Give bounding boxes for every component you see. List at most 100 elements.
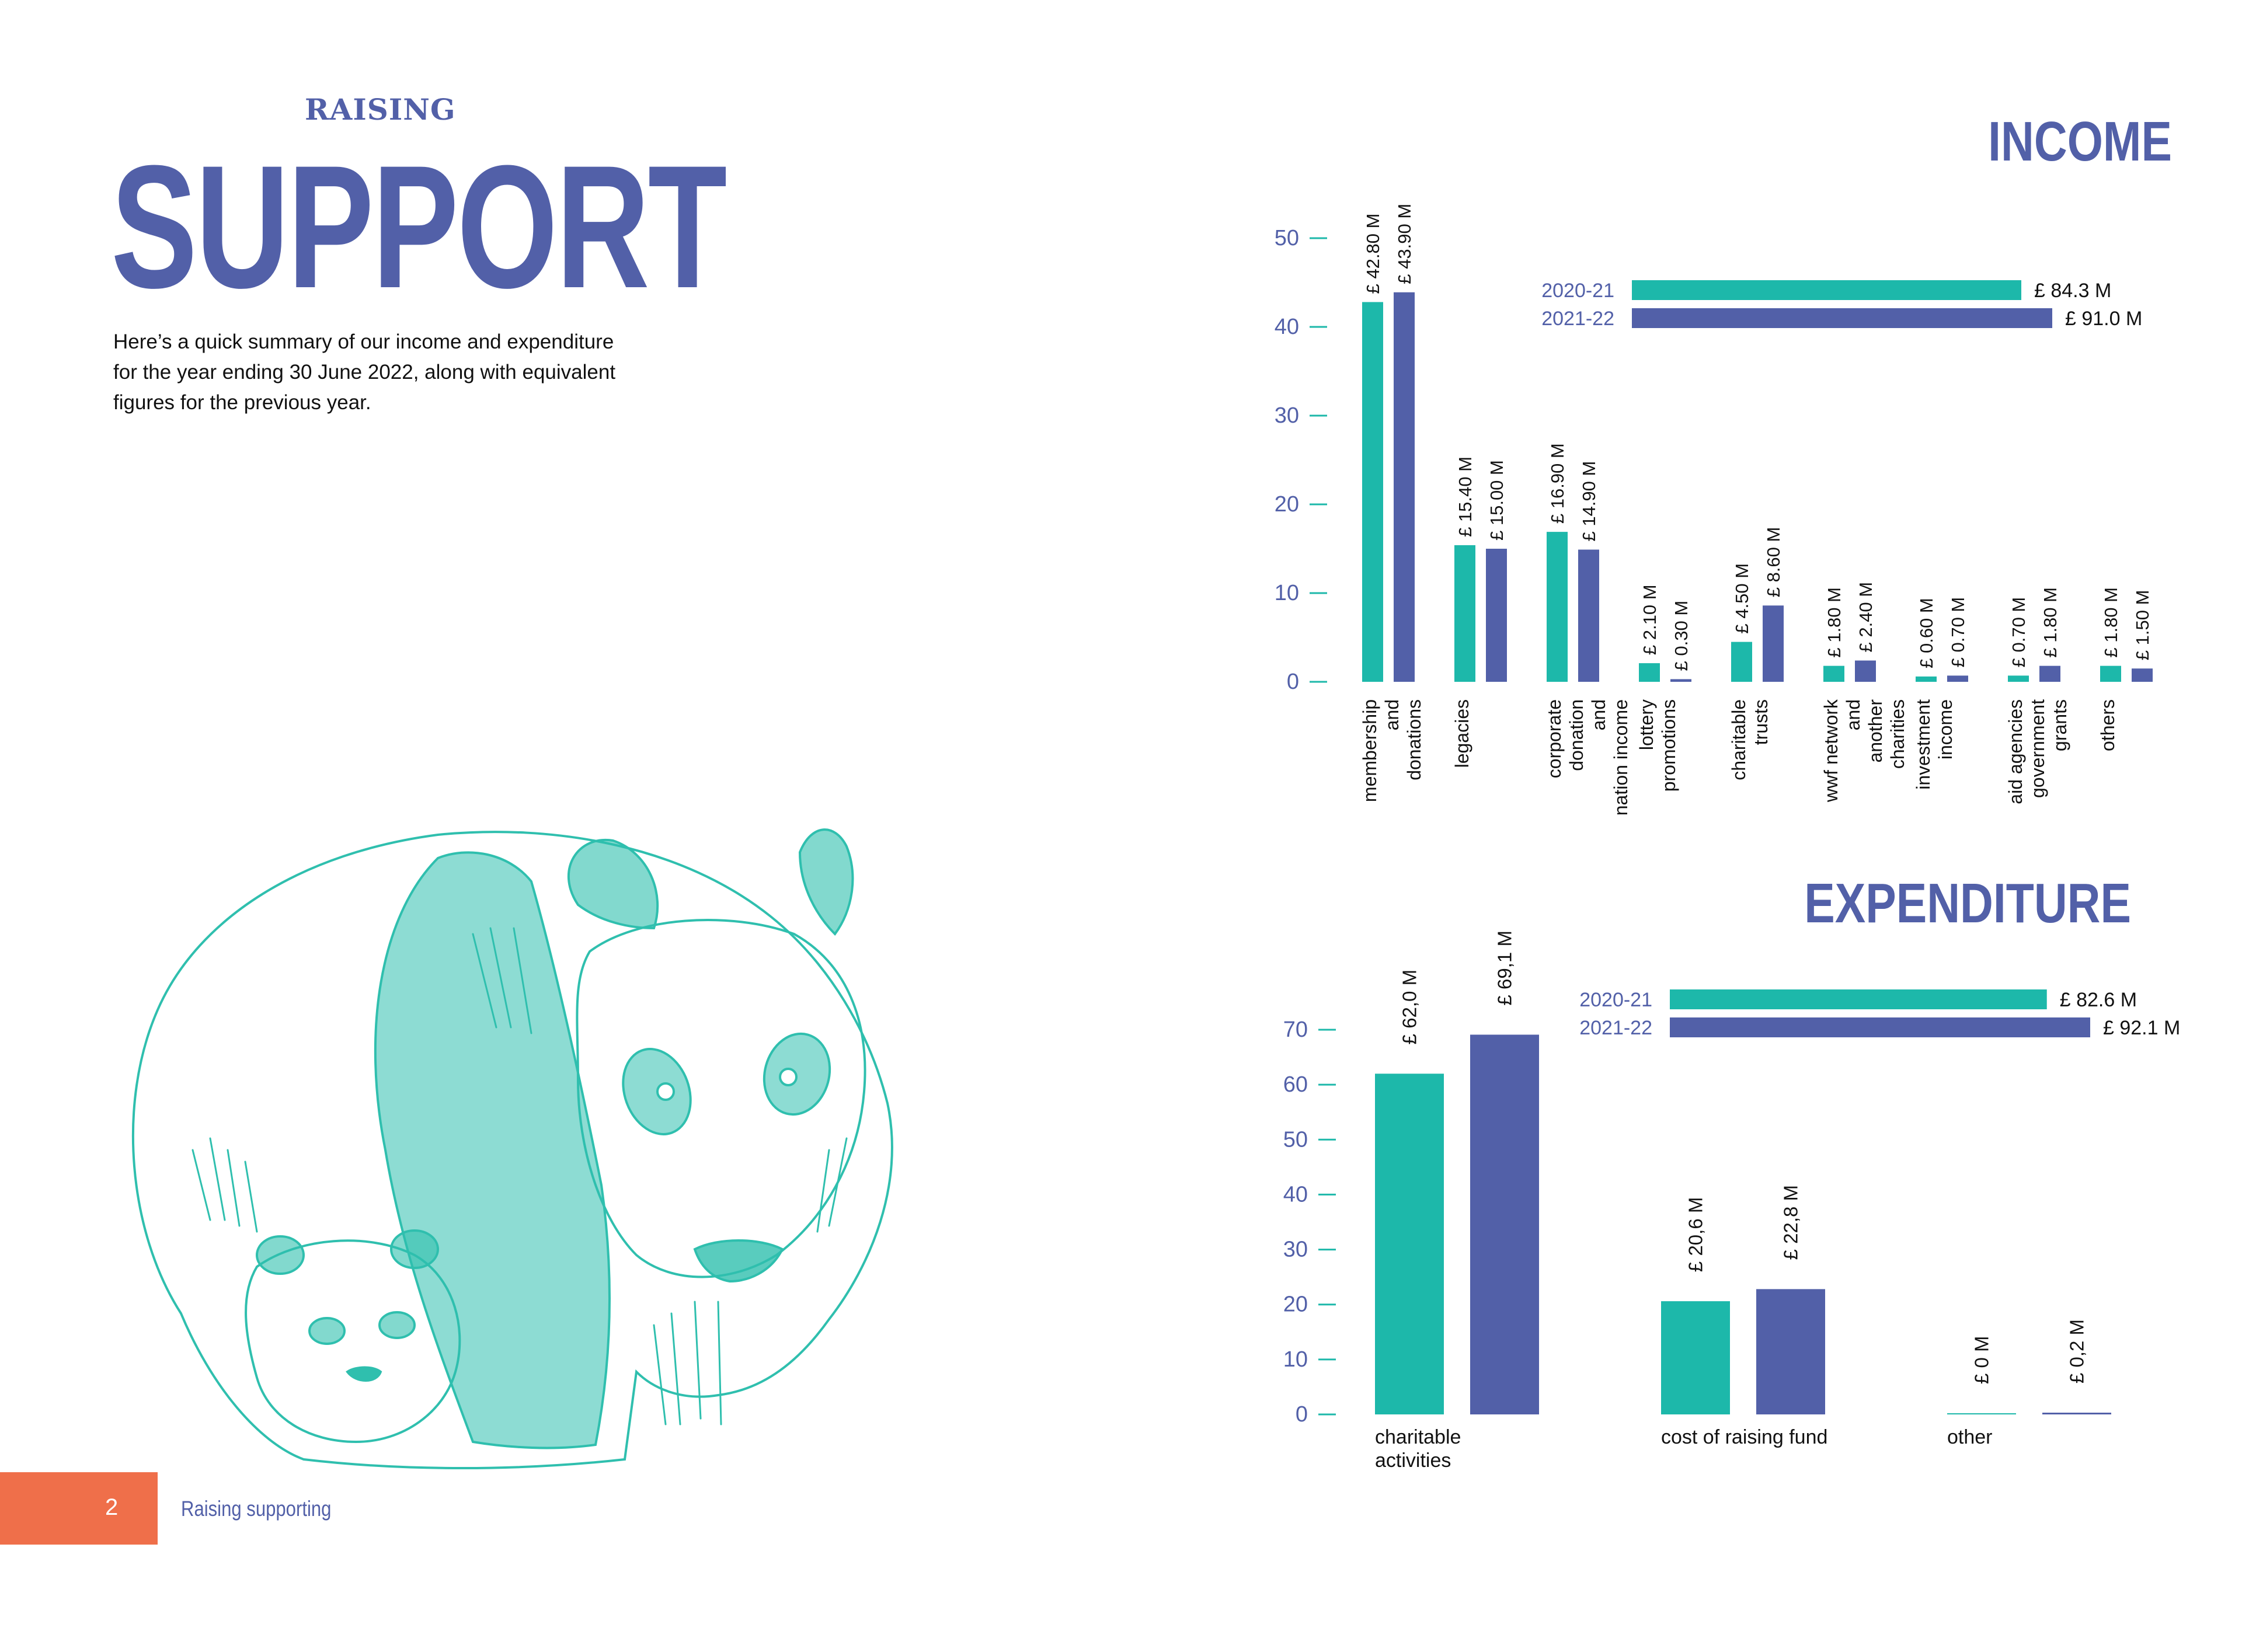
- bar-2020-21: [1375, 1074, 1444, 1414]
- bar-value-label: £ 4.50 M: [1732, 563, 1752, 634]
- bar-2020-21: [1823, 665, 1844, 682]
- bar-2020-21: [1362, 302, 1383, 682]
- category-label: donations: [1404, 699, 1425, 780]
- category-label: nation income: [1610, 699, 1631, 815]
- panda-cub-ear-left: [256, 1235, 305, 1275]
- bar-value-label: £ 0 M: [1971, 1336, 1993, 1384]
- bar-value-label: £ 20,6 M: [1685, 1197, 1707, 1272]
- category-label: and: [1588, 699, 1609, 730]
- panda-illustration: [131, 828, 893, 1469]
- legend-value: £ 84.3 M: [2034, 280, 2111, 302]
- legend-bar: [1632, 280, 2021, 300]
- bar-value-label: £ 0.70 M: [2008, 597, 2029, 668]
- bar-2021-22: [2132, 668, 2153, 682]
- bar-value-label: £ 15.00 M: [1486, 460, 1507, 541]
- bar-value-label: £ 0.70 M: [1948, 597, 1968, 668]
- category-label: other: [1947, 1426, 1993, 1448]
- panda-shoulder-patch: [374, 851, 611, 1449]
- bar-value-label: £ 43.90 M: [1394, 204, 1415, 284]
- bar-2021-22: [1470, 1034, 1539, 1414]
- category-label: activities: [1375, 1449, 1451, 1472]
- y-tick-label: 0: [1287, 670, 1299, 694]
- bar-2021-22: [1763, 605, 1784, 682]
- bar-2021-22: [1947, 675, 1968, 682]
- y-tick-label: 20: [1283, 1292, 1308, 1317]
- bar-2020-21: [1731, 642, 1752, 682]
- bar-value-label: £ 2.10 M: [1639, 584, 1660, 655]
- category-label: grants: [2049, 699, 2070, 751]
- expenditure-totals-legend: 2020-21 £ 82.6 M 2021-22 £ 92.1 M: [1579, 989, 2180, 1039]
- category-label: charitable: [1375, 1426, 1461, 1448]
- page-title: SUPPORT: [111, 128, 727, 325]
- category-label: and: [1381, 699, 1402, 730]
- bar-2020-21: [1916, 676, 1937, 682]
- legend-value: £ 92.1 M: [2103, 1017, 2180, 1039]
- bar-value-label: £ 1.80 M: [2040, 587, 2060, 658]
- page-number-tab: [0, 1472, 158, 1545]
- expenditure-y-axis: 0 10 20 30 40 50 60 70: [1283, 1017, 1336, 1427]
- panda-adult-body: [131, 831, 893, 1469]
- bar-value-label: £ 2.40 M: [1855, 582, 1876, 653]
- bar-2020-21: [2008, 675, 2029, 682]
- bar-2021-22: [2042, 1413, 2111, 1414]
- footer-section-label: Raising supporting: [181, 1497, 332, 1521]
- category-label: and: [1843, 699, 1864, 730]
- page-number: 2: [105, 1494, 119, 1520]
- bar-2021-22: [2039, 665, 2060, 682]
- panda-cub-eye-left: [308, 1317, 346, 1345]
- y-tick-label: 50: [1275, 226, 1299, 250]
- legend-bar: [1670, 1017, 2090, 1037]
- bar-value-label: £ 15.40 M: [1455, 456, 1475, 537]
- bar-value-label: £ 0.30 M: [1671, 601, 1691, 671]
- legend-label: 2020-21: [1579, 989, 1652, 1011]
- category-label: corporate: [1544, 699, 1565, 778]
- category-label: another: [1865, 699, 1886, 763]
- category-label: charitable: [1728, 699, 1749, 780]
- panda-adult-ear-right: [798, 828, 854, 936]
- category-label: others: [2097, 699, 2118, 751]
- legend-label: 2021-22: [1541, 308, 1614, 330]
- legend-label: 2020-21: [1541, 280, 1614, 302]
- category-label: cost of raising fund: [1661, 1426, 1827, 1448]
- legend-bar: [1670, 989, 2047, 1009]
- y-tick-label: 10: [1275, 581, 1299, 605]
- panda-adult-ear-left: [567, 838, 659, 930]
- bar-value-label: £ 69,1 M: [1494, 930, 1516, 1005]
- income-totals-legend: 2020-21 £ 84.3 M 2021-22 £ 91.0 M: [1541, 280, 2142, 330]
- income-value-labels: £ 42.80 M £ 43.90 M £ 15.40 M £ 15.00 M £ 16…: [1363, 204, 2153, 671]
- category-label: wwf network: [1820, 699, 1841, 803]
- bar-2021-22: [1486, 549, 1507, 682]
- y-tick-label: 30: [1283, 1238, 1308, 1262]
- category-label: aid agencies: [2005, 699, 2026, 804]
- category-label: legacies: [1451, 699, 1472, 768]
- bar-value-label: £ 1.80 M: [1824, 587, 1844, 658]
- y-tick-label: 40: [1275, 315, 1299, 339]
- income-chart: INCOME 0 10 20 30 40 50 £ 42.80 M £ 43.90 M £ 1…: [1275, 110, 2172, 816]
- category-label: charities: [1887, 699, 1908, 769]
- bar-value-label: £ 0.60 M: [1916, 598, 1937, 668]
- income-chart-title: INCOME: [1988, 110, 2172, 173]
- income-y-axis: 0 10 20 30 40 50: [1275, 226, 1327, 694]
- panda-cub-ear-right: [390, 1229, 439, 1269]
- bar-value-label: £ 42.80 M: [1363, 214, 1383, 294]
- category-label: lottery: [1636, 699, 1657, 750]
- bar-value-label: £ 1.80 M: [2101, 587, 2121, 658]
- expenditure-chart-title: EXPENDITURE: [1804, 872, 2131, 935]
- y-tick-label: 40: [1283, 1182, 1308, 1207]
- y-tick-label: 20: [1275, 492, 1299, 517]
- y-tick-label: 30: [1275, 403, 1299, 428]
- income-category-labels: membership and donations legacies corporate d…: [1359, 699, 2118, 815]
- bar-2020-21: [2100, 665, 2121, 682]
- bar-value-label: £ 16.90 M: [1547, 443, 1568, 524]
- panda-cub-nose: [346, 1366, 382, 1382]
- y-tick-label: 10: [1283, 1347, 1308, 1372]
- bar-value-label: £ 62,0 M: [1399, 970, 1421, 1044]
- panda-adult-head: [576, 919, 866, 1278]
- bar-2020-21: [1947, 1413, 2016, 1414]
- y-tick-label: 60: [1283, 1072, 1308, 1097]
- expenditure-bars: [1375, 1034, 2111, 1414]
- y-tick-label: 70: [1283, 1017, 1308, 1042]
- legend-label: 2021-22: [1579, 1017, 1652, 1039]
